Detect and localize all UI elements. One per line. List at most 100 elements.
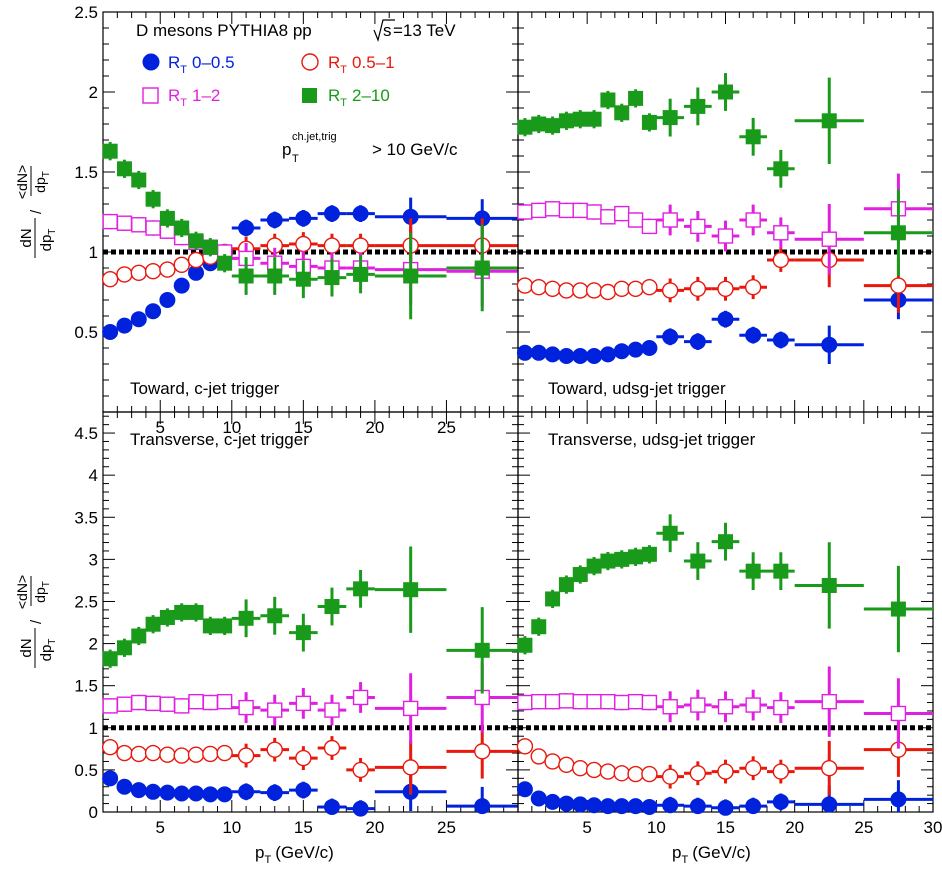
data-point (773, 699, 789, 716)
header-text: D mesons PYTHIA8 pp (136, 21, 312, 40)
data-point (173, 747, 190, 764)
energy-prefix: s (383, 21, 392, 40)
data-point (295, 271, 311, 287)
data-point (745, 327, 762, 344)
data-point (145, 220, 161, 236)
xlabel-right: pT (GeV/c) (672, 843, 751, 866)
data-point (689, 333, 706, 350)
data-point (641, 279, 658, 296)
data-point (544, 753, 561, 770)
data-point (517, 119, 533, 135)
data-point (628, 90, 644, 106)
data-point (530, 279, 547, 296)
x-tick-label-transverse-c: 20 (365, 818, 384, 837)
data-point (238, 220, 255, 236)
ylabel-top-inner-den: dpT (32, 171, 52, 193)
data-point (613, 280, 630, 297)
data-point (585, 761, 603, 779)
data-point (516, 344, 533, 361)
data-point (144, 744, 162, 762)
data-point (266, 741, 283, 758)
data-point (295, 782, 312, 799)
x-tick-label-transverse-udsg: 10 (647, 818, 666, 837)
data-point (353, 581, 369, 597)
data-point (544, 346, 561, 363)
data-point (352, 689, 369, 706)
data-point (717, 228, 734, 244)
data-point (627, 765, 644, 783)
y-tick-label-transverse-c: 4.5 (74, 424, 98, 443)
data-point (572, 111, 588, 127)
ylabel-bottom-slash: / (28, 619, 45, 624)
ylabel-bottom-den-frac: <dN> (14, 575, 30, 609)
data-point (216, 693, 233, 710)
data-point (202, 745, 219, 763)
x-tick-label-transverse-udsg: 30 (924, 818, 942, 837)
data-point (202, 239, 218, 255)
data-point (238, 783, 255, 800)
data-point (572, 760, 589, 777)
data-point (217, 618, 233, 634)
data-point (116, 744, 133, 762)
data-point (662, 110, 678, 126)
data-point (586, 558, 602, 574)
data-point (613, 765, 630, 782)
x-tick-label-transverse-udsg: 5 (582, 818, 591, 837)
data-point (238, 699, 254, 716)
data-point (474, 260, 490, 276)
x-tick-label-transverse-c: 10 (222, 818, 241, 837)
x-tick-label-toward-c: 5 (156, 418, 165, 437)
cut-rest: > 10 GeV/c (372, 140, 458, 159)
cut-sup: ch.jet,trig (292, 131, 337, 143)
data-point (188, 604, 204, 620)
ylabel-bottom: dN dpT / <dN> dpT (14, 575, 58, 668)
data-point (174, 698, 190, 714)
data-point (531, 202, 547, 219)
data-point (530, 790, 547, 807)
data-point (627, 280, 644, 297)
data-point (295, 695, 312, 712)
data-point (174, 604, 190, 620)
data-point (116, 778, 133, 795)
data-point (130, 782, 147, 799)
data-point (662, 212, 678, 228)
data-point (545, 118, 561, 134)
data-point (238, 610, 254, 626)
data-point (558, 348, 575, 364)
data-point (627, 341, 644, 358)
data-point (267, 268, 283, 284)
data-point (517, 204, 533, 220)
x-tick-label-toward-c: 10 (222, 418, 241, 437)
data-point (130, 311, 147, 328)
data-point (558, 282, 575, 299)
data-point (821, 336, 838, 353)
panels-layer: 0.5 1 1.5 2 2.5 5 10 15 20 25 0 0.5 1 1.5 2 2.5 3 3.5 4 4.5… (74, 3, 942, 837)
data-point (614, 551, 630, 567)
data-point (216, 744, 233, 762)
data-point (772, 763, 790, 780)
data-point (102, 324, 119, 340)
data-point (641, 798, 658, 815)
legend-label-rt-0-0.5: RT 0–0.5 (168, 53, 235, 76)
data-point (627, 212, 644, 228)
data-point (353, 266, 369, 282)
data-point (187, 251, 205, 269)
data-point (586, 693, 602, 710)
data-point (402, 759, 419, 776)
data-point (718, 534, 733, 550)
data-point (188, 785, 205, 802)
data-point (690, 98, 706, 114)
energy-value: =13 TeV (393, 21, 456, 40)
legend-label-rt-1-2: RT 1–2 (168, 86, 220, 109)
data-point (717, 763, 734, 780)
data-point (613, 798, 630, 815)
data-point (216, 786, 233, 803)
data-point (558, 202, 575, 219)
data-point (586, 204, 602, 220)
data-point (267, 702, 283, 718)
data-point (188, 233, 204, 249)
data-point (599, 283, 617, 301)
data-point (130, 264, 147, 281)
panel-label-toward-c: Toward, c-jet trigger (130, 379, 280, 398)
data-point (690, 697, 706, 713)
